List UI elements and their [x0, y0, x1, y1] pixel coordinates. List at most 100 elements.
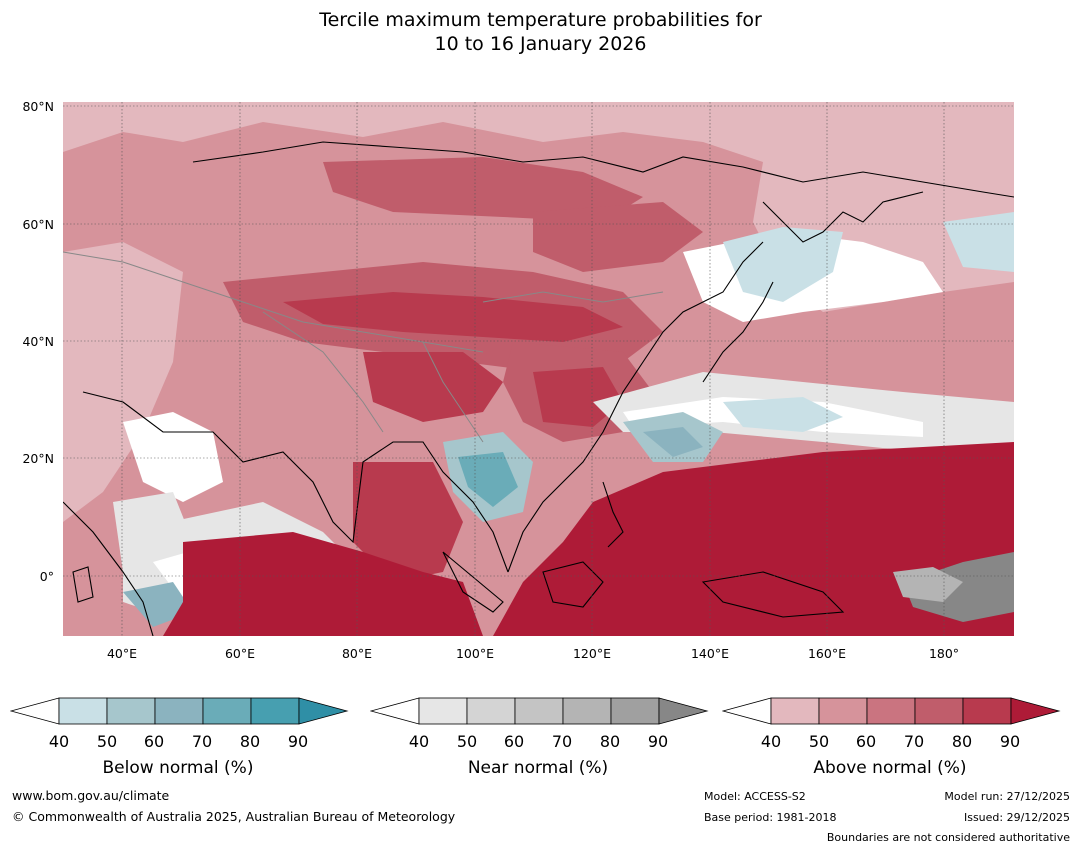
colorbar-above-label: Above normal (%): [813, 758, 967, 778]
coast-madagascar: [72, 566, 94, 603]
near-tick-60: 60: [503, 732, 525, 751]
footer-model: Model: ACCESS-S2: [704, 790, 806, 803]
coast-japan: [702, 281, 774, 383]
border-1: [63, 251, 484, 353]
below-tick-50: 50: [96, 732, 118, 751]
region-centralasia-deep: [283, 292, 623, 342]
colorbar-above-normal: [722, 697, 1061, 725]
colorbar-below-normal: [10, 697, 349, 725]
near-cb-extend-high: [658, 697, 709, 725]
title-line-1: Tercile maximum temperature probabilitie…: [319, 9, 762, 31]
near-tick-50: 50: [456, 732, 478, 751]
below-tick-90: 90: [287, 732, 309, 751]
coastlines: [63, 141, 1014, 636]
region-india-white: [123, 412, 223, 502]
colorbar-below-label: Below normal (%): [102, 758, 254, 778]
above-cb-extend-low: [722, 697, 772, 725]
lon-label-160e: 160°E: [807, 646, 846, 661]
near-tick-90: 90: [647, 732, 669, 751]
above-tick-80: 80: [951, 732, 973, 751]
coast-sumatra: [442, 551, 504, 613]
near-cb-segment-40: [418, 697, 468, 725]
near-cb-segment-50: [466, 697, 516, 725]
below-cb-segment-40: [58, 697, 108, 725]
near-tick-80: 80: [599, 732, 621, 751]
graticule: [63, 102, 1014, 636]
region-tropical-pacific-red: [493, 442, 1014, 636]
below-cb-extend-high: [298, 697, 349, 725]
footer-issued: Issued: 29/12/2025: [963, 811, 1070, 824]
region-east-siberia-red: [533, 202, 703, 272]
below-cb-segment-80: [250, 697, 300, 725]
above-cb-segment-50: [818, 697, 868, 725]
near-tick-40: 40: [408, 732, 430, 751]
above-cb-segment-60: [866, 697, 916, 725]
region-south-io-red: [163, 532, 483, 636]
lon-label-180: 180°: [928, 646, 960, 661]
region-philippine-blue-deep: [643, 427, 703, 457]
lat-label-20n: 20°N: [22, 451, 54, 466]
coast-east-asia: [507, 241, 764, 573]
region-east-blue: [943, 212, 1014, 272]
region-indochina-blue-deep: [458, 452, 518, 507]
colorbar-near-label: Near normal (%): [467, 758, 609, 778]
chart-title: Tercile maximum temperature probabilitie…: [0, 8, 1081, 56]
borders: [63, 251, 664, 443]
lon-label-100e: 100°E: [455, 646, 494, 661]
coast-borneo: [542, 561, 604, 608]
above-tick-70: 70: [903, 732, 925, 751]
footer-disclaimer: Boundaries are not considered authoritat…: [826, 831, 1070, 844]
near-cb-segment-80: [610, 697, 660, 725]
footer-model-run: Model run: 27/12/2025: [944, 790, 1070, 803]
colorbar-near-normal: [370, 697, 709, 725]
near-cb-segment-70: [562, 697, 612, 725]
region-west-light: [63, 242, 183, 522]
lat-label-40n: 40°N: [22, 334, 54, 349]
title-line-2: 10 to 16 January 2026: [434, 33, 647, 55]
below-cb-segment-60: [154, 697, 204, 725]
lon-label-120e: 120°E: [572, 646, 611, 661]
region-china-deep: [533, 367, 623, 427]
region-southeast-grey: [903, 552, 1014, 622]
below-cb-segment-70: [202, 697, 252, 725]
lat-label-0: 0°: [39, 569, 54, 584]
lon-label-80e: 80°E: [341, 646, 373, 661]
region-kamchatka-blue: [723, 227, 843, 302]
below-tick-40: 40: [48, 732, 70, 751]
near-cb-segment-60: [514, 697, 564, 725]
below-tick-80: 80: [239, 732, 261, 751]
above-cb-segment-70: [914, 697, 964, 725]
above-cb-extend-high: [1010, 697, 1061, 725]
above-cb-segment-80: [962, 697, 1012, 725]
footer-copyright: © Commonwealth of Australia 2025, Austra…: [12, 809, 456, 824]
coast-arabia-india: [82, 391, 509, 573]
below-cb-segment-50: [106, 697, 156, 725]
coast-philippines: [602, 481, 624, 548]
above-tick-40: 40: [760, 732, 782, 751]
coast-newguinea: [701, 571, 845, 618]
lat-label-60n: 60°N: [22, 217, 54, 232]
lon-label-140e: 140°E: [690, 646, 729, 661]
above-tick-60: 60: [855, 732, 877, 751]
footer-base-period: Base period: 1981-2018: [704, 811, 837, 824]
lat-label-80n: 80°N: [22, 99, 54, 114]
border-4: [482, 291, 664, 303]
below-cb-extend-low: [10, 697, 60, 725]
near-cb-extend-low: [370, 697, 420, 725]
below-tick-70: 70: [191, 732, 213, 751]
region-north-red: [323, 157, 643, 222]
lon-label-40e: 40°E: [106, 646, 138, 661]
below-tick-60: 60: [143, 732, 165, 751]
lon-label-60e: 60°E: [224, 646, 256, 661]
region-pacific-blue: [723, 397, 843, 432]
probability-map: [63, 102, 1014, 636]
above-cb-segment-40: [770, 697, 820, 725]
footer-website[interactable]: www.bom.gov.au/climate: [12, 788, 170, 803]
coast-africa: [63, 501, 154, 636]
coast-arctic: [192, 141, 1014, 198]
above-tick-90: 90: [999, 732, 1021, 751]
border-3: [422, 341, 484, 443]
coast-kamchatka: [762, 191, 924, 243]
near-tick-70: 70: [551, 732, 573, 751]
region-arabian-sea-red: [353, 462, 463, 582]
